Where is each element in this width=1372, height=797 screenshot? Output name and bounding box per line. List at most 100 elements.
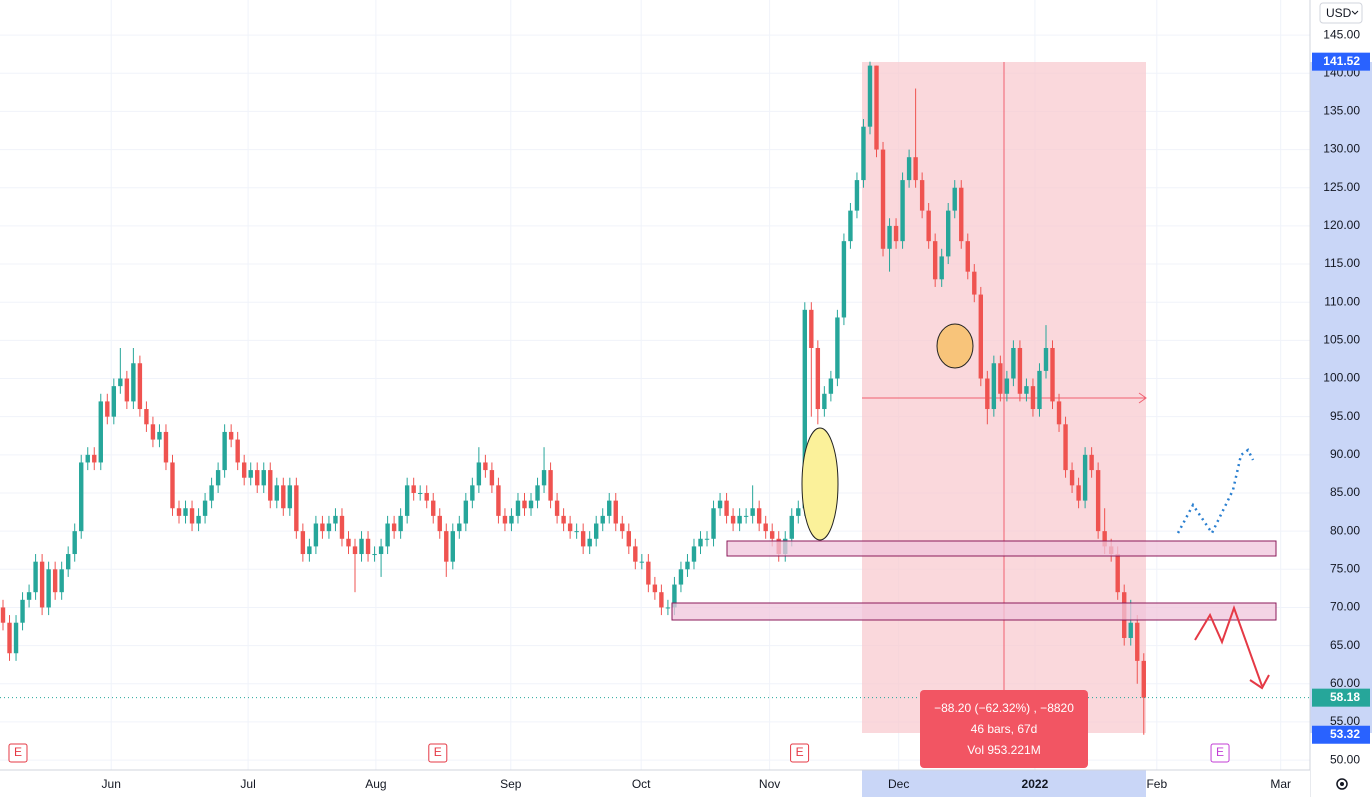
candle-body: [0, 607, 6, 623]
y-axis-highlight: [1310, 62, 1372, 733]
candle-body: [972, 271, 977, 295]
candle-body: [991, 363, 997, 410]
candle-body: [737, 515, 742, 524]
candle-body: [111, 386, 117, 417]
price-tag: [1312, 725, 1370, 744]
candle-body: [763, 523, 768, 532]
currency-caret[interactable]: [1351, 10, 1359, 15]
y-tick-label: 125.00: [1323, 180, 1360, 194]
currency-button[interactable]: [1319, 2, 1363, 24]
candle-body: [626, 531, 631, 547]
candle-body: [730, 515, 736, 524]
candle-body: [867, 65, 873, 127]
candle-body: [906, 157, 912, 181]
x-tick-label: 2022: [1022, 777, 1049, 791]
x-tick-label: Aug: [365, 777, 386, 791]
candle-body: [1024, 386, 1029, 394]
earnings-marker: [790, 743, 810, 763]
candle-body: [52, 569, 58, 593]
candle-body: [809, 309, 814, 348]
measure-volume: Vol 953.221M: [967, 743, 1040, 757]
candle-body: [789, 515, 794, 539]
x-tick-label: Dec: [888, 777, 909, 791]
candle-body: [228, 431, 234, 440]
candle-body: [743, 515, 749, 517]
candle-body: [711, 508, 716, 539]
candle-body: [496, 485, 501, 516]
earnings-label: E: [796, 745, 804, 759]
candle-body: [202, 500, 208, 516]
price-tag: [1312, 52, 1370, 71]
y-tick-label: 55.00: [1330, 714, 1360, 728]
candle-body: [528, 500, 534, 509]
candle-body: [463, 500, 469, 524]
y-tick-label: 105.00: [1323, 333, 1360, 347]
candle-body: [261, 470, 266, 486]
projection-arrowhead: [1249, 674, 1270, 690]
candle-body: [1043, 347, 1049, 371]
candle-body: [561, 515, 566, 524]
candle-body: [580, 531, 586, 547]
candle-body: [1011, 347, 1016, 379]
candle-body: [241, 462, 247, 478]
y-tick-label: 65.00: [1330, 638, 1360, 652]
candle-body: [39, 561, 45, 608]
earnings-marker: [1210, 743, 1230, 763]
candle-body: [196, 515, 201, 524]
candle-body: [176, 508, 182, 516]
candle-body: [72, 531, 77, 555]
candle-body: [7, 622, 12, 654]
candle-body: [554, 500, 560, 516]
price-label: 141.52: [1323, 54, 1360, 68]
candle-body: [359, 538, 364, 555]
currency[interactable]: USD: [1326, 6, 1352, 20]
candle-body: [1056, 401, 1062, 425]
candle-body: [65, 554, 71, 570]
y-tick-label: 135.00: [1323, 104, 1360, 118]
candle-body: [457, 523, 462, 532]
candle-body: [248, 470, 253, 478]
earnings-label: E: [434, 745, 442, 759]
candle-body: [118, 378, 123, 387]
candle-body: [835, 317, 840, 379]
candle-body: [209, 485, 214, 501]
y-tick-label: 50.00: [1330, 752, 1360, 766]
candle-body: [770, 531, 775, 539]
y-tick-label: 120.00: [1323, 218, 1360, 232]
x-axis-highlight: [862, 770, 1146, 797]
candle-body: [215, 470, 221, 486]
candle-body: [489, 470, 495, 486]
candle-body: [678, 569, 684, 585]
candle-body: [300, 531, 306, 555]
candle-body: [1115, 554, 1120, 593]
y-tick-label: 60.00: [1330, 676, 1360, 690]
y-tick-label: 100.00: [1323, 371, 1360, 385]
candle-body: [1037, 370, 1042, 410]
earnings-marker: [428, 743, 448, 763]
candle-body: [841, 241, 847, 318]
measure-span: 46 bars, 67d: [971, 722, 1038, 736]
projection-down: [1194, 605, 1263, 687]
settings-icon[interactable]: [1336, 778, 1348, 790]
candle-body: [98, 401, 103, 463]
candle-body: [1128, 622, 1133, 638]
y-tick-label: 115.00: [1324, 256, 1360, 270]
candle-body: [613, 500, 618, 524]
candle-body: [46, 569, 51, 608]
candle-body: [105, 401, 110, 417]
candle-body: [424, 492, 429, 501]
candle-body: [274, 485, 279, 501]
candle-body: [698, 538, 703, 547]
candle-body: [450, 531, 455, 562]
candle-body: [965, 241, 970, 272]
candle-body: [567, 523, 573, 532]
candle-body: [222, 431, 227, 471]
tooltip-box: [920, 690, 1088, 768]
candle-body: [652, 584, 658, 593]
candle-body: [594, 523, 599, 539]
price-label: 53.32: [1330, 727, 1360, 741]
candle-body: [704, 538, 710, 540]
candle-body: [919, 180, 925, 211]
x-tick-label: Feb: [1146, 777, 1167, 791]
candle-body: [476, 462, 482, 486]
